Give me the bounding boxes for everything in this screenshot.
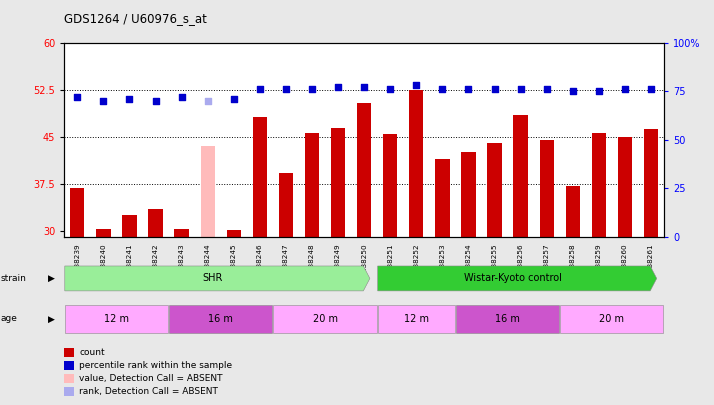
Bar: [278, 173, 293, 237]
Text: 12 m: 12 m: [404, 314, 429, 324]
Text: 12 m: 12 m: [104, 314, 129, 324]
Text: age: age: [1, 314, 18, 324]
Point: [176, 94, 187, 100]
Text: ▶: ▶: [48, 274, 55, 283]
Point: [385, 86, 396, 92]
Point: [411, 82, 422, 89]
Bar: [540, 140, 554, 237]
Text: 16 m: 16 m: [495, 314, 520, 324]
Text: strain: strain: [1, 274, 26, 283]
Point: [202, 98, 213, 104]
Point: [332, 84, 343, 90]
Text: 16 m: 16 m: [208, 314, 233, 324]
Point: [541, 86, 553, 92]
Text: Wistar-Kyoto control: Wistar-Kyoto control: [464, 273, 562, 283]
Bar: [513, 115, 528, 237]
Bar: [357, 103, 371, 237]
Point: [71, 94, 83, 100]
Point: [463, 86, 474, 92]
Point: [645, 86, 657, 92]
Bar: [70, 188, 84, 237]
Bar: [305, 134, 319, 237]
Text: value, Detection Call = ABSENT: value, Detection Call = ABSENT: [79, 374, 223, 383]
Bar: [592, 134, 606, 237]
Bar: [618, 136, 632, 237]
Point: [619, 86, 630, 92]
Bar: [149, 209, 163, 237]
Bar: [409, 90, 423, 237]
Bar: [201, 146, 215, 237]
Bar: [174, 229, 188, 237]
Bar: [331, 128, 346, 237]
Point: [228, 96, 239, 102]
Text: 20 m: 20 m: [599, 314, 624, 324]
Point: [124, 96, 135, 102]
Text: rank, Detection Call = ABSENT: rank, Detection Call = ABSENT: [79, 387, 218, 396]
Bar: [169, 305, 272, 333]
Point: [306, 86, 318, 92]
Bar: [456, 305, 559, 333]
Text: percentile rank within the sample: percentile rank within the sample: [79, 361, 232, 370]
Point: [280, 86, 291, 92]
Text: ▶: ▶: [48, 314, 55, 324]
Point: [98, 98, 109, 104]
Point: [150, 98, 161, 104]
Bar: [644, 129, 658, 237]
Bar: [436, 158, 450, 237]
Bar: [488, 143, 502, 237]
Text: GDS1264 / U60976_s_at: GDS1264 / U60976_s_at: [64, 12, 207, 25]
Bar: [461, 152, 476, 237]
Bar: [565, 185, 580, 237]
Point: [489, 86, 501, 92]
Bar: [560, 305, 663, 333]
Point: [515, 86, 526, 92]
Text: 20 m: 20 m: [313, 314, 338, 324]
Point: [358, 84, 370, 90]
Point: [593, 88, 605, 94]
Bar: [122, 215, 136, 237]
Point: [254, 86, 266, 92]
FancyArrow shape: [65, 266, 370, 291]
Point: [437, 86, 448, 92]
Bar: [253, 117, 267, 237]
Point: [567, 88, 578, 94]
Bar: [378, 305, 455, 333]
Bar: [96, 229, 111, 237]
Bar: [273, 305, 377, 333]
Bar: [65, 305, 168, 333]
Bar: [226, 230, 241, 237]
Bar: [383, 134, 398, 237]
Text: SHR: SHR: [203, 273, 223, 283]
FancyArrow shape: [378, 266, 657, 291]
Text: count: count: [79, 348, 105, 357]
